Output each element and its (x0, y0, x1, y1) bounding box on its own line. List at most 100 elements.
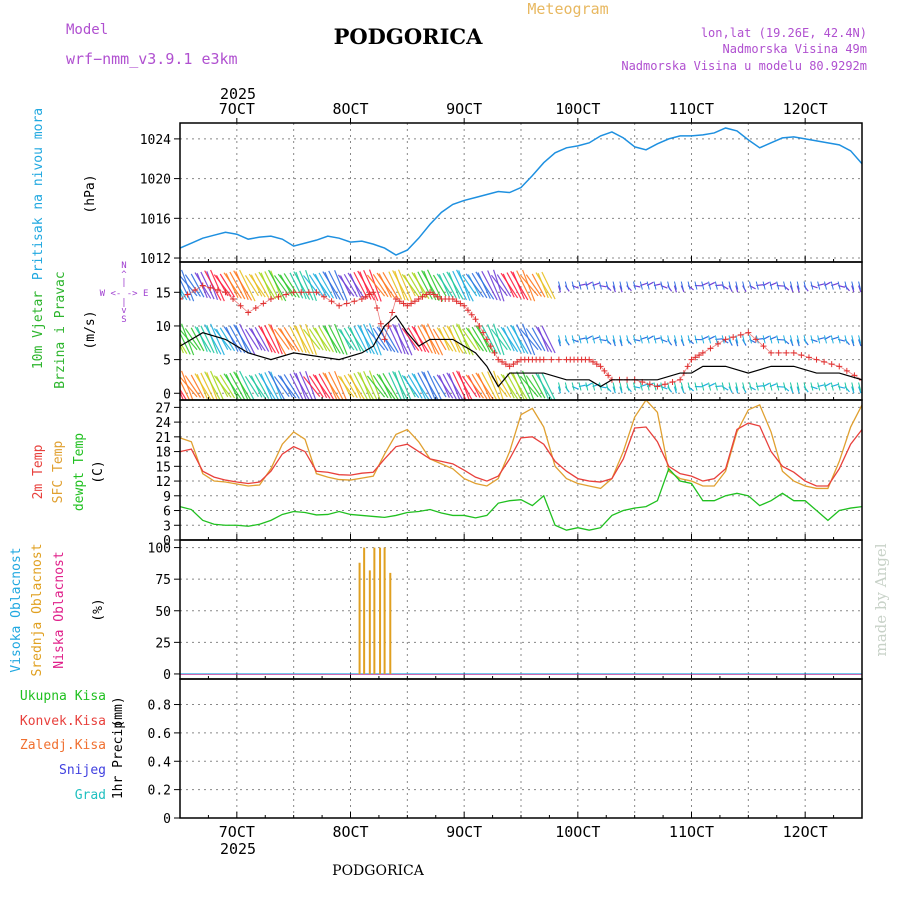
gust-marker (370, 289, 377, 296)
ytick-label: 1016 (140, 212, 171, 227)
wind-vector (407, 273, 423, 298)
wind-vector (694, 281, 698, 290)
gust-marker (798, 352, 805, 359)
dir-we: W <- -> E (100, 289, 149, 299)
wind-vector (506, 373, 522, 400)
wind-vector (844, 382, 848, 391)
ytick-label: 25 (155, 636, 171, 651)
wind-vector (714, 335, 718, 344)
wind-vector (612, 335, 616, 344)
dir-bar2: | (121, 298, 126, 308)
wind-vector (452, 371, 467, 400)
wind-vector (639, 335, 643, 344)
wind-vector (426, 269, 444, 302)
gust-marker (805, 354, 812, 361)
gust-marker (828, 361, 835, 368)
wind-vector (858, 339, 862, 347)
wind-vector (605, 281, 609, 290)
wind-vector (481, 270, 498, 301)
pressure-line (179, 127, 863, 256)
wind-vector (273, 328, 290, 350)
precip-units: (mm) (111, 696, 126, 727)
wind-vector (401, 327, 420, 351)
wind-vector (337, 274, 355, 297)
precipitation-panel: 0 0.2 0.4 0.6 0.8 (148, 678, 863, 827)
wind-vector (701, 335, 705, 344)
wind-vector (322, 325, 341, 354)
wind-vector (748, 335, 752, 344)
wind-vector (598, 335, 602, 344)
wind-vector (535, 326, 553, 353)
ytick-label: 12 (155, 475, 171, 490)
gust-marker (495, 356, 502, 363)
mid-cloud-ylabel: Srednja Oblacnost (30, 543, 45, 676)
wind-vector (858, 335, 862, 344)
gust-marker (688, 356, 695, 363)
low-cloud-ylabel: Niska Oblacnost (52, 551, 67, 668)
wind-vector (347, 373, 365, 400)
wind-vector (769, 335, 773, 344)
wind-vector (283, 374, 300, 399)
wind-vector (239, 323, 256, 356)
gust-marker (707, 345, 714, 352)
wind-vector (612, 281, 616, 290)
precip-ylabel: 1hr Precip (111, 721, 126, 799)
wind-vector (535, 272, 553, 299)
wind-vector (673, 382, 677, 391)
gust-marker (476, 322, 483, 329)
wind-vector (312, 327, 331, 352)
wind-vector (687, 335, 691, 344)
wind-vector (708, 382, 712, 391)
wind-vector (626, 382, 630, 391)
wind-vector (619, 339, 623, 347)
gust-marker (540, 356, 547, 363)
wind-vector (363, 323, 379, 355)
wind-vector (837, 382, 841, 391)
wind-vector (233, 270, 253, 301)
wind-vector (283, 273, 300, 298)
gust-marker (483, 336, 490, 343)
gust-marker (385, 322, 392, 329)
wind-vector (762, 335, 766, 344)
wind-vector (592, 382, 596, 391)
gust-marker (752, 336, 759, 343)
credit-text: made by Angel (872, 543, 890, 656)
wind-vector (308, 328, 324, 351)
wind-vector (442, 272, 457, 299)
wind-vector (264, 372, 280, 400)
gust-marker (381, 336, 388, 343)
wind-vector (742, 335, 746, 344)
wind-vector (180, 341, 188, 355)
wind-vector (219, 327, 236, 352)
gust-marker (654, 383, 661, 390)
wind-vector (817, 382, 821, 391)
wind-vector (372, 273, 389, 298)
wind-vector (334, 370, 347, 400)
wind-vector (525, 274, 542, 297)
wind-vector (233, 371, 252, 400)
wind-vector (500, 373, 519, 400)
gust-marker (230, 296, 237, 303)
wind-vector (372, 374, 389, 399)
wind-vector (264, 325, 280, 354)
ytick-label: 27 (155, 401, 171, 416)
wind-vector (748, 281, 752, 290)
wind-vector (204, 324, 222, 355)
wind-vector (299, 270, 314, 301)
wind-vector (803, 382, 807, 391)
gust-marker (199, 282, 206, 289)
gust-marker (843, 367, 850, 374)
wind-vector (646, 335, 650, 344)
ytick-label: 10 (155, 320, 171, 335)
wind-vector (343, 374, 358, 399)
wind-vector (239, 370, 255, 400)
wind-vector (219, 273, 236, 298)
gust-marker (298, 289, 305, 296)
wind-vector (376, 373, 396, 400)
gust-marker (836, 363, 843, 370)
ytick-label: 0 (163, 812, 171, 827)
gust-marker (499, 358, 506, 365)
wind-vector (598, 281, 602, 290)
